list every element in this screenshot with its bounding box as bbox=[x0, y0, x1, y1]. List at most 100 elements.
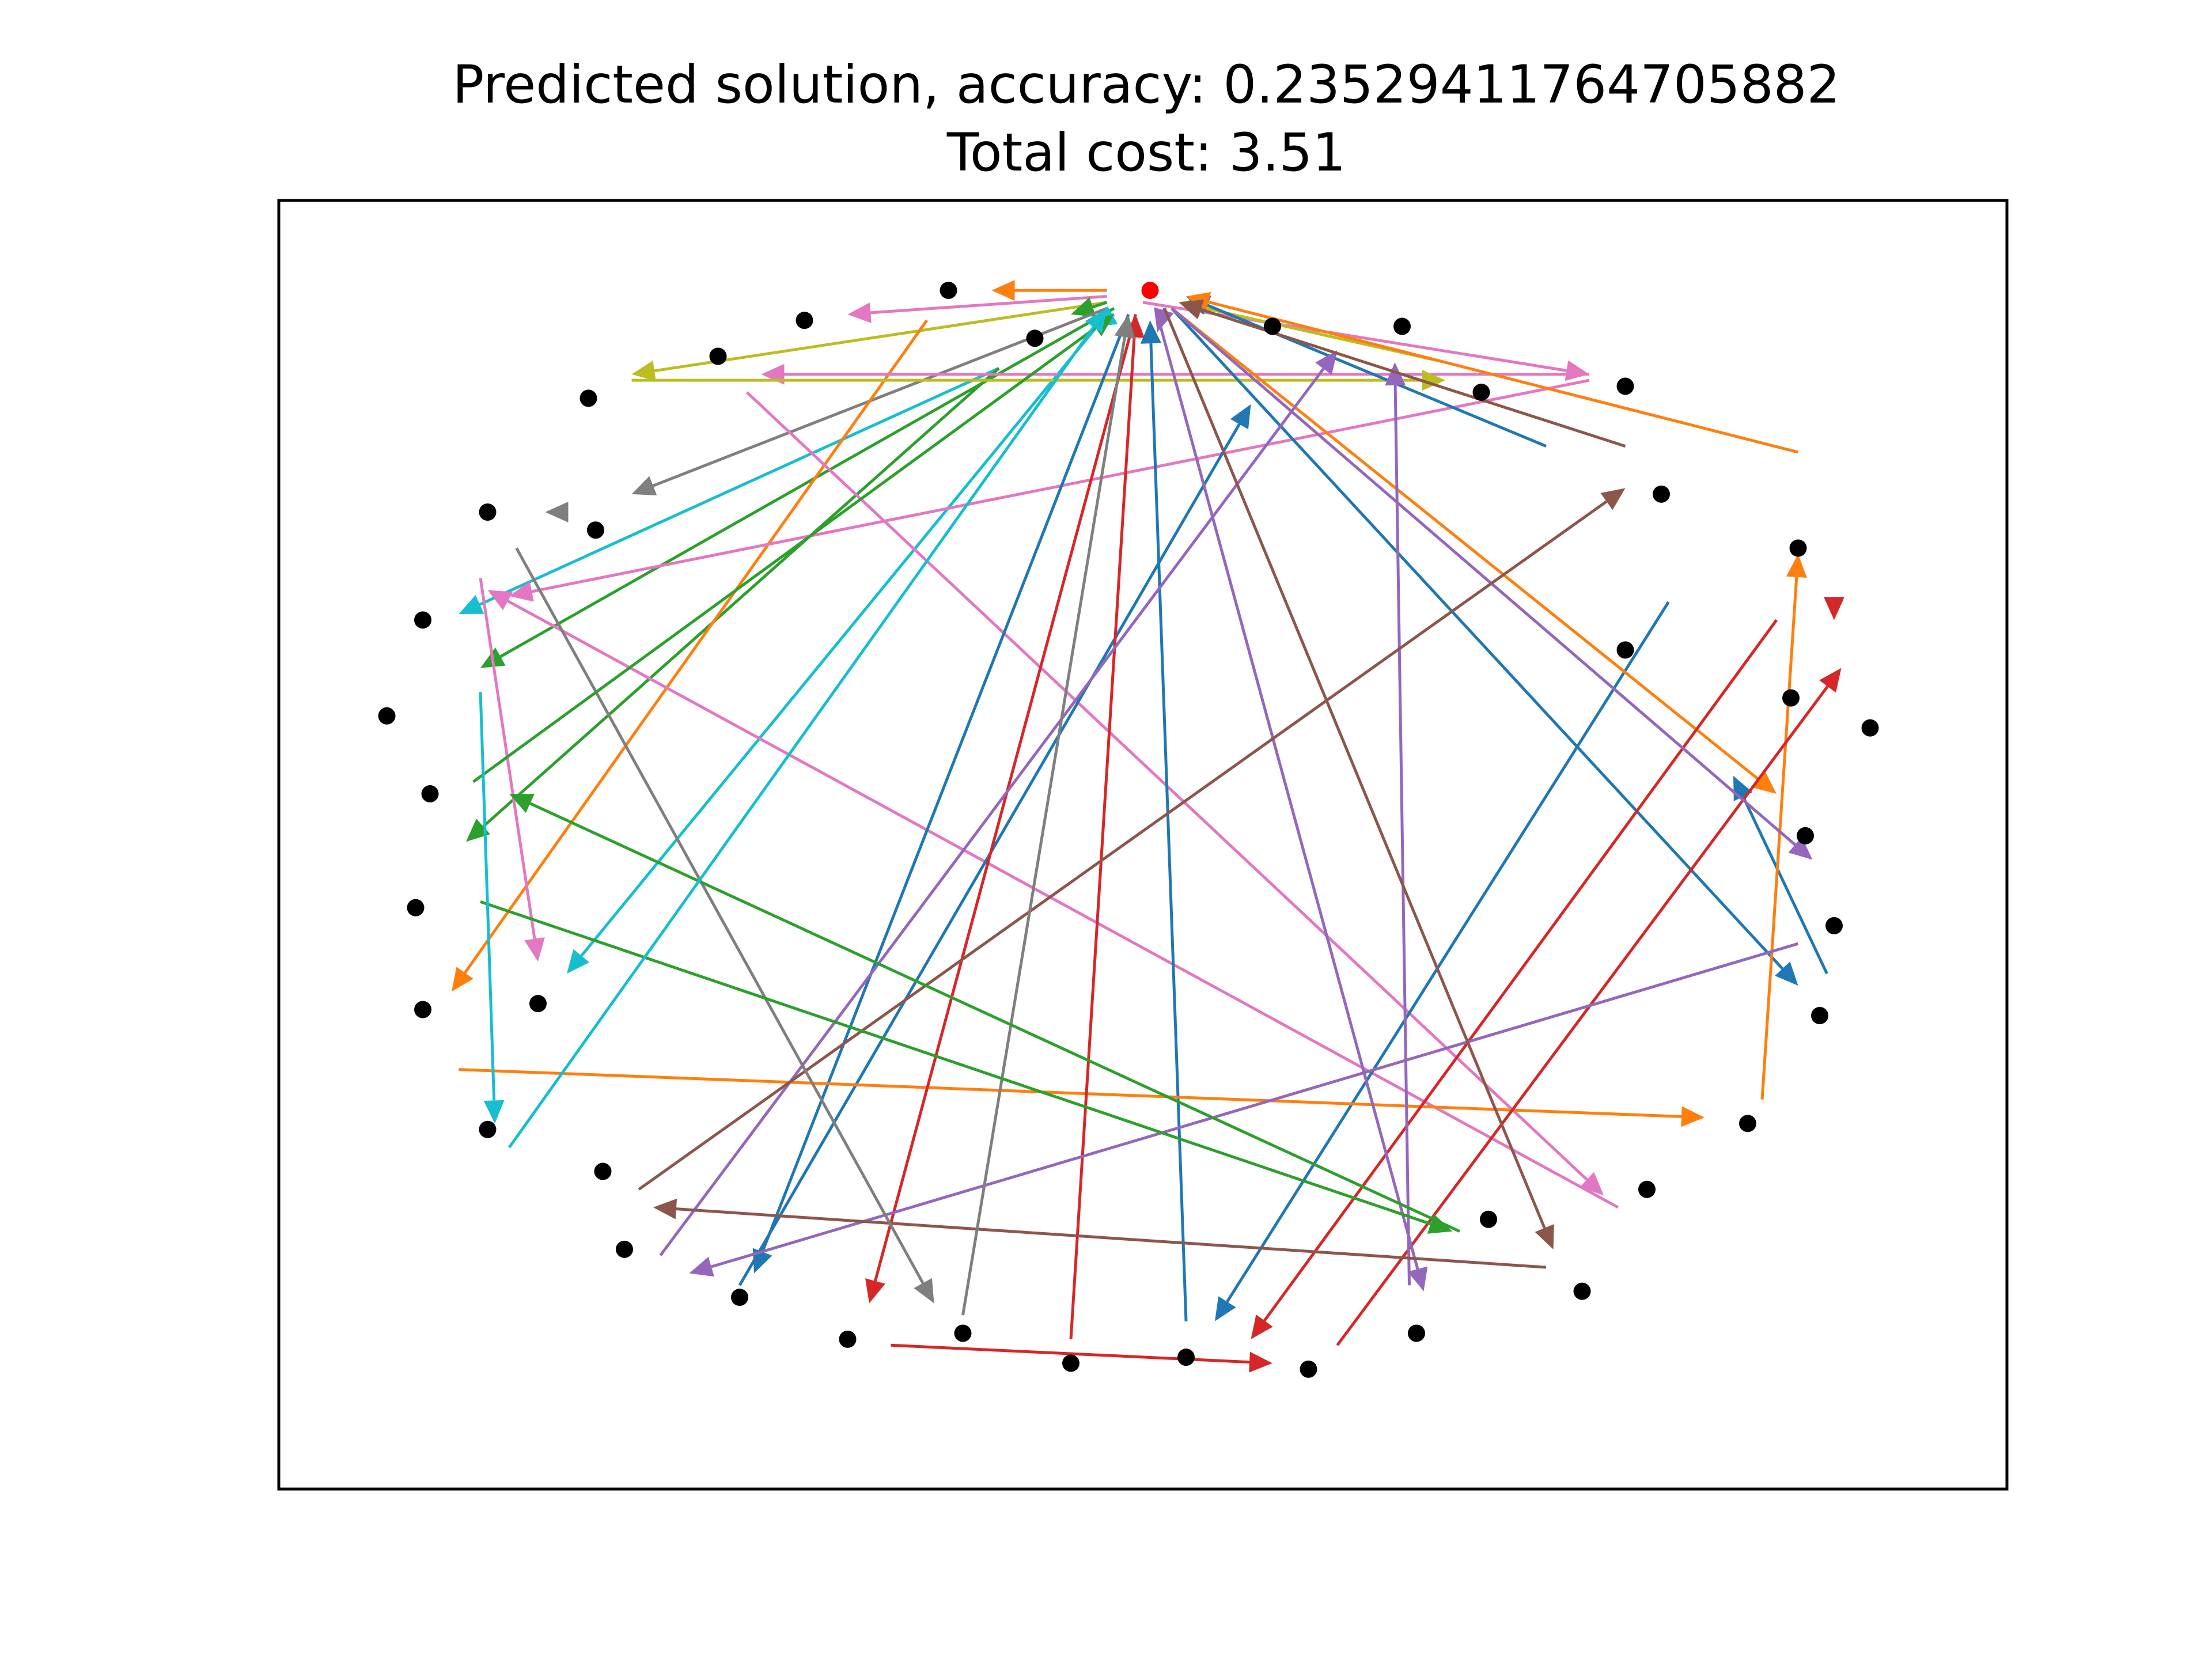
route-arrow-line bbox=[1149, 343, 1188, 1321]
customer-node bbox=[954, 1324, 972, 1342]
customer-node bbox=[1393, 317, 1411, 335]
customer-node bbox=[709, 347, 727, 365]
customer-node bbox=[1638, 1180, 1656, 1198]
route-arrow-line bbox=[638, 500, 1608, 1191]
route-arrow-line bbox=[1208, 300, 1799, 454]
customer-node bbox=[616, 1240, 633, 1258]
route-arrow-line bbox=[1069, 337, 1136, 1340]
route-arrow-head bbox=[991, 280, 1015, 301]
route-arrow-head bbox=[524, 937, 545, 962]
route-arrow-line bbox=[459, 1068, 1682, 1118]
customer-node bbox=[1616, 377, 1634, 395]
route-arrow-head bbox=[483, 1100, 505, 1124]
route-arrow-head bbox=[1786, 554, 1807, 578]
route-arrow-line bbox=[1171, 307, 1796, 846]
route-arrow-line bbox=[873, 314, 1137, 1282]
route-arrow-line bbox=[676, 1207, 1547, 1269]
route-arrow-head bbox=[567, 949, 590, 974]
route-arrow-head bbox=[1249, 1351, 1272, 1373]
route-arrow-line bbox=[1263, 619, 1778, 1322]
route-arrow-head bbox=[1154, 307, 1174, 332]
customer-node bbox=[479, 1120, 497, 1138]
route-arrow-head bbox=[1600, 488, 1626, 510]
customer-node bbox=[1861, 719, 1879, 737]
plot-frame bbox=[277, 199, 2009, 1491]
depot-node bbox=[1141, 282, 1159, 300]
route-arrow-head bbox=[1215, 1296, 1236, 1321]
route-arrow-line bbox=[472, 327, 1097, 783]
customer-node bbox=[731, 1289, 748, 1306]
route-arrow-line bbox=[480, 900, 1431, 1226]
route-arrow-head bbox=[1230, 404, 1251, 430]
route-arrow-head bbox=[452, 967, 474, 992]
route-arrow-head bbox=[1681, 1106, 1705, 1127]
route-arrow-line bbox=[479, 692, 496, 1101]
route-arrow-line bbox=[659, 368, 1325, 1256]
route-arrow-head bbox=[1535, 1224, 1554, 1249]
route-arrow-line bbox=[1393, 385, 1411, 1286]
customer-node bbox=[1789, 539, 1807, 557]
customer-node bbox=[479, 503, 497, 521]
route-arrow-head bbox=[459, 594, 484, 614]
route-arrow-line bbox=[1760, 577, 1798, 1100]
route-arrow-head bbox=[631, 476, 657, 496]
route-arrow-line bbox=[761, 313, 1130, 1253]
route-arrow-line bbox=[654, 301, 1107, 373]
route-arrow-head bbox=[1775, 961, 1798, 986]
route-arrow-line bbox=[961, 336, 1126, 1316]
route-arrow-head bbox=[914, 1278, 934, 1304]
customer-node bbox=[407, 899, 425, 916]
route-arrow-head bbox=[1385, 362, 1406, 386]
route-arrow-line bbox=[1226, 601, 1670, 1303]
route-arrow-line bbox=[507, 326, 1095, 1149]
route-arrow-head bbox=[487, 590, 513, 611]
customer-node bbox=[839, 1330, 857, 1348]
route-arrow-head bbox=[1752, 771, 1777, 794]
customer-node bbox=[1408, 1324, 1425, 1342]
route-arrow-line bbox=[1171, 307, 1784, 970]
customer-node bbox=[1300, 1360, 1317, 1378]
chart-subtitle: Total cost: 3.51 bbox=[946, 123, 1346, 183]
nodes-layer bbox=[378, 282, 1879, 1378]
route-arrow-line bbox=[1171, 307, 1760, 781]
route-arrow-line bbox=[529, 802, 1461, 1233]
route-arrow-head bbox=[1407, 1266, 1428, 1291]
customer-node bbox=[378, 707, 396, 725]
route-arrow-line bbox=[870, 294, 1107, 315]
route-arrow-line bbox=[479, 367, 1000, 606]
route-arrow-line bbox=[1156, 314, 1419, 1270]
customer-node bbox=[1177, 1349, 1195, 1366]
customer-node bbox=[1264, 317, 1281, 335]
route-arrow-head bbox=[1071, 297, 1096, 317]
route-arrow-head bbox=[865, 1278, 885, 1304]
customer-node bbox=[940, 282, 957, 300]
route-arrow-head bbox=[1422, 370, 1445, 391]
route-arrow-line bbox=[580, 313, 1108, 957]
customer-node bbox=[1739, 1115, 1756, 1132]
route-arrow-line bbox=[1336, 685, 1829, 1346]
customer-node bbox=[529, 995, 547, 1013]
customer-node bbox=[1811, 1007, 1828, 1025]
route-arrow-line bbox=[711, 942, 1799, 1268]
route-arrow-head bbox=[1251, 1314, 1273, 1339]
route-arrow-head bbox=[1140, 320, 1161, 344]
customer-node bbox=[414, 611, 431, 629]
customer-node bbox=[1026, 329, 1044, 347]
routes-layer bbox=[452, 280, 1844, 1373]
route-arrow-head bbox=[1085, 308, 1107, 334]
customer-node bbox=[1480, 1210, 1497, 1228]
chart-title: Predicted solution, accuracy: 0.23529411… bbox=[453, 55, 1840, 115]
customer-node bbox=[1782, 689, 1800, 707]
customer-node bbox=[594, 1162, 612, 1180]
customer-node bbox=[1062, 1354, 1080, 1372]
route-arrow-line bbox=[515, 547, 925, 1284]
route-arrow-line bbox=[1163, 308, 1546, 1229]
route-arrow-head bbox=[689, 1256, 714, 1277]
route-arrow-head bbox=[509, 581, 534, 602]
customer-node bbox=[1653, 485, 1670, 503]
customer-node bbox=[1573, 1282, 1591, 1300]
customer-node bbox=[1797, 827, 1814, 844]
route-arrow-head bbox=[545, 502, 569, 523]
